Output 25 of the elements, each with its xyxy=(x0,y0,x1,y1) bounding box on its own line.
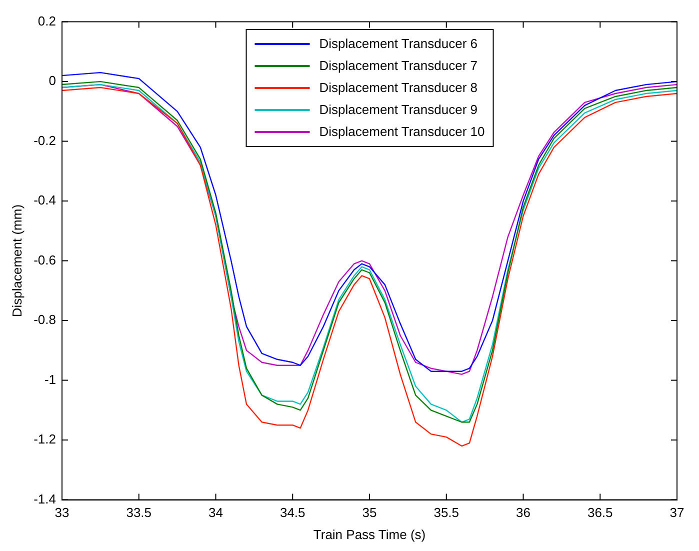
legend-label: Displacement Transducer 6 xyxy=(319,36,478,52)
y-tick-label: 0.2 xyxy=(38,13,56,28)
y-tick-label: -0.2 xyxy=(34,132,56,148)
y-tick-label: -1.4 xyxy=(34,491,56,506)
x-tick-label: 36.5 xyxy=(587,505,613,520)
y-tick-label: -1.2 xyxy=(34,432,56,447)
y-tick-label: -0.8 xyxy=(34,312,56,328)
y-tick-label: 0 xyxy=(48,73,56,88)
x-tick-label: 35.5 xyxy=(434,505,460,520)
y-axis-title: Displacement (mm) xyxy=(9,204,24,318)
legend-label: Displacement Transducer 9 xyxy=(319,102,478,118)
x-tick-label: 37 xyxy=(670,505,684,520)
legend-label: Displacement Transducer 7 xyxy=(319,58,478,74)
x-tick-label: 34 xyxy=(208,505,223,520)
y-tick-label: -0.6 xyxy=(34,252,56,268)
legend-label: Displacement Transducer 10 xyxy=(319,124,485,140)
x-tick-label: 33 xyxy=(54,505,70,520)
x-tick-label: 36 xyxy=(516,505,530,520)
x-tick-label: 34.5 xyxy=(280,505,306,520)
x-tick-label: 35 xyxy=(362,505,377,520)
legend-label: Displacement Transducer 8 xyxy=(319,80,478,96)
x-tick-label: 33.5 xyxy=(126,505,152,520)
y-tick-label: -0.4 xyxy=(34,192,56,208)
x-axis-title: Train Pass Time (s) xyxy=(313,526,426,542)
y-tick-label: -1 xyxy=(44,372,56,387)
